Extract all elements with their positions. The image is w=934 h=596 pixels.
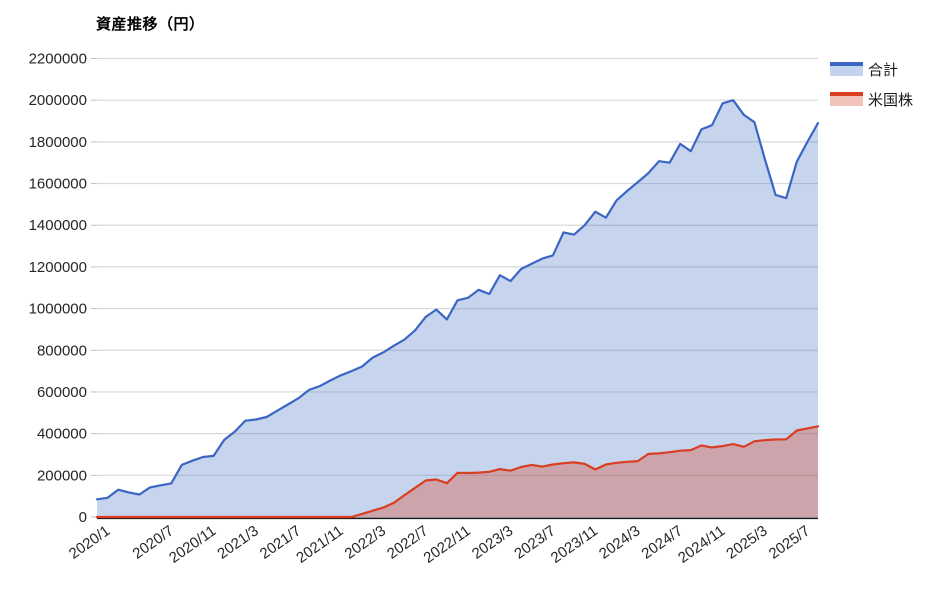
y-axis-label: 600000 [37, 384, 87, 401]
us-stocks-series-swatch-icon [830, 92, 863, 106]
y-axis-label: 1200000 [29, 259, 87, 276]
y-axis-label: 200000 [37, 467, 87, 484]
x-axis-label: 2023/11 [548, 522, 601, 566]
x-axis-label: 2020/1 [66, 522, 113, 562]
y-axis-label: 800000 [37, 342, 87, 359]
legend-item-us-stocks[interactable]: 米国株 [830, 91, 914, 109]
legend: 合計 米国株 [830, 61, 913, 121]
total-series-swatch-icon [830, 62, 863, 76]
legend-label-total: 合計 [868, 61, 899, 79]
x-axis-label: 2025/7 [766, 522, 813, 562]
x-axis-label: 2020/11 [166, 522, 219, 566]
y-axis-label: 1000000 [29, 301, 87, 318]
total-area [97, 100, 818, 517]
y-axis-label: 0 [79, 509, 87, 526]
y-axis-label: 1600000 [29, 176, 87, 193]
y-axis-label: 400000 [37, 426, 87, 443]
y-axis-label: 1400000 [29, 217, 87, 234]
x-axis-label: 2022/11 [421, 522, 474, 566]
x-axis-label: 2022/3 [342, 522, 389, 562]
legend-item-total[interactable]: 合計 [830, 61, 913, 79]
y-axis-label: 2000000 [29, 92, 87, 109]
x-axis-label: 2024/3 [596, 522, 643, 562]
x-axis-label: 2025/3 [723, 522, 770, 562]
x-axis-label: 2023/3 [469, 522, 516, 562]
x-axis-label: 2024/11 [675, 522, 728, 566]
y-axis-label: 2200000 [29, 51, 87, 68]
legend-label-us-stocks: 米国株 [868, 91, 914, 109]
us-stocks-area [97, 426, 818, 517]
x-axis-label: 2021/11 [293, 522, 346, 566]
total-line [95, 99, 820, 501]
x-axis-label: 2021/3 [214, 522, 261, 562]
us-stocks-line [95, 425, 820, 519]
chart-title: 資産推移（円） [96, 16, 205, 33]
y-axis-label: 1800000 [29, 134, 87, 151]
